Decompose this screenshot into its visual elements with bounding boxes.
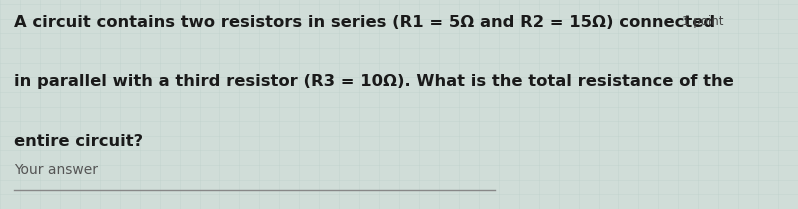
Text: A circuit contains two resistors in series (R1 = 5Ω and R2 = 15Ω) connected: A circuit contains two resistors in seri…	[14, 15, 716, 30]
Text: 1 point: 1 point	[682, 15, 724, 28]
Text: entire circuit?: entire circuit?	[14, 134, 144, 149]
Text: in parallel with a third resistor (R3 = 10Ω). What is the total resistance of th: in parallel with a third resistor (R3 = …	[14, 74, 734, 89]
Text: Your answer: Your answer	[14, 163, 98, 177]
